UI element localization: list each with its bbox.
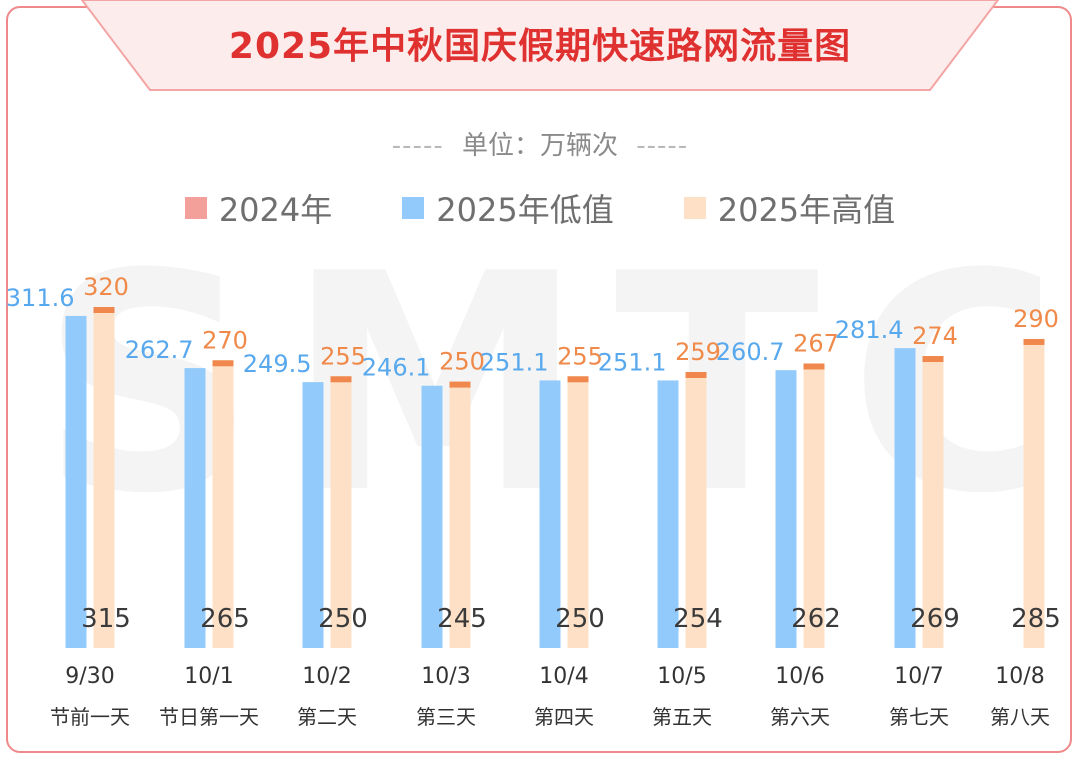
- label-2025-high-9/30: 320: [83, 273, 129, 301]
- bar-2025-high-cap-9/30: [93, 307, 115, 313]
- unit-dash-left: -----: [391, 131, 444, 161]
- x-sublabel-10/3: 第三天: [416, 705, 476, 729]
- bar-2025-high-cap-10/2: [330, 376, 352, 383]
- legend-swatch-2025-high: [683, 197, 706, 219]
- label-2025-high-10/6: 267: [793, 329, 839, 357]
- bar-2025-high-10/1: [212, 360, 234, 648]
- bar-2025-low-10/6: [775, 370, 797, 648]
- label-2024-10/4: 250: [555, 604, 605, 634]
- legend: 2024年 2025年低值 2025年高值: [0, 186, 1080, 230]
- bar-2025-high-10/3: [449, 381, 471, 648]
- label-2024-10/8: 285: [1011, 604, 1061, 634]
- x-tick-10/7: 10/7: [894, 664, 943, 689]
- label-2025-high-10/5: 259: [675, 338, 721, 366]
- legend-item-2025-low: 2025年低值: [402, 185, 614, 231]
- label-2024-10/7: 269: [910, 604, 960, 634]
- x-tick-10/6: 10/6: [775, 664, 824, 689]
- bar-2025-high-10/5: [685, 372, 707, 648]
- label-2025-high-10/3: 250: [439, 348, 485, 376]
- bar-2025-high-10/2: [330, 376, 352, 648]
- x-tick-10/1: 10/1: [184, 664, 233, 689]
- legend-item-2025-high: 2025年高值: [683, 185, 896, 231]
- x-sublabel-10/4: 第四天: [534, 705, 594, 729]
- bar-2025-high-cap-10/3: [449, 381, 471, 388]
- label-2025-low-10/4: 251.1: [480, 348, 549, 376]
- label-2025-high-10/7: 274: [912, 322, 958, 350]
- label-2025-high-10/1: 270: [202, 326, 248, 354]
- label-2024-10/1: 265: [200, 604, 250, 634]
- x-sublabel-10/5: 第五天: [652, 705, 712, 729]
- x-tick-10/5: 10/5: [657, 664, 706, 689]
- x-sublabel-9/30: 节前一天: [50, 705, 130, 729]
- title-banner: [80, 0, 1000, 91]
- bar-2025-low-10/7: [894, 348, 916, 648]
- bar-2025-high-cap-10/7: [922, 356, 944, 363]
- label-2025-high-10/4: 255: [557, 342, 603, 370]
- label-2025-low-10/6: 260.7: [716, 338, 785, 366]
- x-sublabel-10/8: 第八天: [990, 705, 1050, 729]
- legend-item-2024: 2024年: [184, 185, 333, 231]
- bar-2025-high-cap-10/1: [212, 360, 234, 367]
- bar-2025-high-9/30: [93, 307, 115, 648]
- bar-2025-low-10/2: [302, 382, 324, 648]
- label-2025-low-10/2: 249.5: [243, 350, 312, 378]
- x-tick-10/3: 10/3: [421, 664, 470, 689]
- label-2025-low-9/30: 311.6: [6, 284, 75, 312]
- label-2025-low-10/1: 262.7: [125, 336, 194, 364]
- label-2024-10/5: 254: [673, 604, 723, 634]
- label-2025-low-10/7: 281.4: [835, 316, 904, 344]
- label-2024-10/3: 245: [437, 604, 487, 634]
- label-2024-10/6: 262: [791, 604, 841, 634]
- x-sublabel-10/2: 第二天: [297, 705, 357, 729]
- bar-2025-low-10/1: [184, 368, 206, 648]
- legend-label-2025-low: 2025年低值: [436, 191, 614, 229]
- label-2025-high-10/2: 255: [320, 342, 366, 370]
- unit-dash-right: -----: [636, 131, 689, 161]
- legend-label-2024: 2024年: [218, 191, 333, 229]
- bar-2025-high-cap-10/6: [803, 363, 825, 370]
- x-tick-10/2: 10/2: [302, 664, 351, 689]
- unit-label: ----- 单位：万辆次 -----: [0, 128, 1080, 164]
- label-2025-low-10/3: 246.1: [362, 354, 431, 382]
- bar-2025-high-cap-10/8: [1023, 338, 1045, 345]
- chart-frame: [6, 6, 1072, 753]
- bar-2025-low-10/5: [657, 380, 679, 648]
- legend-swatch-2025-low: [402, 197, 425, 219]
- chart-title: 2025年中秋国庆假期快速路网流量图: [228, 26, 852, 67]
- bar-2025-high-10/7: [922, 356, 944, 648]
- bar-2025-high-10/6: [803, 363, 825, 648]
- label-2025-high-10/8: 290: [1013, 305, 1059, 333]
- x-tick-10/8: 10/8: [995, 664, 1044, 689]
- bar-2025-high-10/4: [567, 376, 589, 648]
- label-2024-9/30: 315: [81, 604, 131, 634]
- x-sublabel-10/6: 第六天: [770, 705, 830, 729]
- label-2024-10/2: 250: [318, 604, 368, 634]
- unit-text: 单位：万辆次: [461, 131, 618, 161]
- bar-2025-low-10/3: [421, 385, 443, 648]
- x-sublabel-10/1: 节日第一天: [159, 705, 259, 729]
- legend-swatch-2024: [184, 197, 207, 219]
- legend-label-2025-high: 2025年高值: [717, 191, 896, 229]
- bar-2025-low-10/4: [539, 380, 561, 648]
- bar-2025-high-10/8: [1023, 338, 1045, 648]
- x-tick-9/30: 9/30: [65, 664, 114, 689]
- label-2025-low-10/5: 251.1: [598, 348, 667, 376]
- x-tick-10/4: 10/4: [539, 664, 588, 689]
- bar-2025-high-cap-10/4: [567, 376, 589, 383]
- bar-2025-high-cap-10/5: [685, 372, 707, 379]
- x-sublabel-10/7: 第七天: [889, 705, 949, 729]
- bar-2025-low-9/30: [65, 315, 87, 648]
